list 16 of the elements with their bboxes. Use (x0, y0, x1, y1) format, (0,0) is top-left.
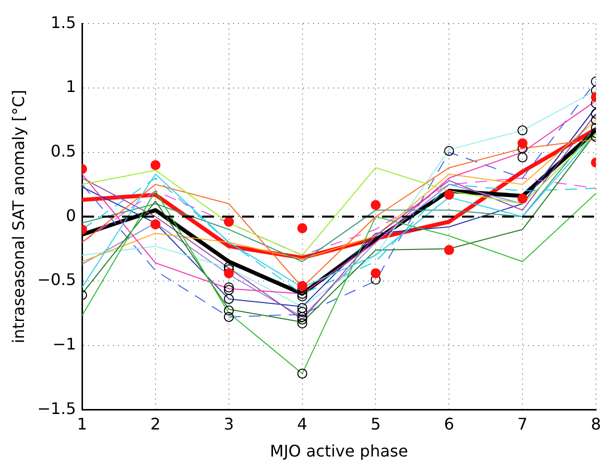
x-axis-title: MJO active phase (270, 442, 408, 461)
x-tick-label: 8 (590, 414, 602, 434)
y-tick-label: 1 (66, 77, 76, 96)
y-axis-title: intraseasonal SAT anomaly [°C] (8, 90, 28, 344)
y-tick-label: −1 (52, 334, 76, 354)
x-tick-label: 7 (517, 414, 528, 434)
y-tick-label: 0.5 (50, 141, 76, 160)
x-tick-label: 5 (370, 414, 381, 434)
x-tick-label: 4 (297, 414, 308, 434)
x-tick-label: 2 (150, 414, 161, 434)
x-tick-label: 3 (224, 414, 234, 434)
y-tick-label: 0 (66, 206, 76, 225)
y-tick-label: −1.5 (37, 398, 76, 418)
y-tick-label: 1.5 (50, 12, 76, 32)
x-tick-label: 6 (444, 414, 454, 434)
y-tick-label: −0.5 (37, 270, 76, 290)
